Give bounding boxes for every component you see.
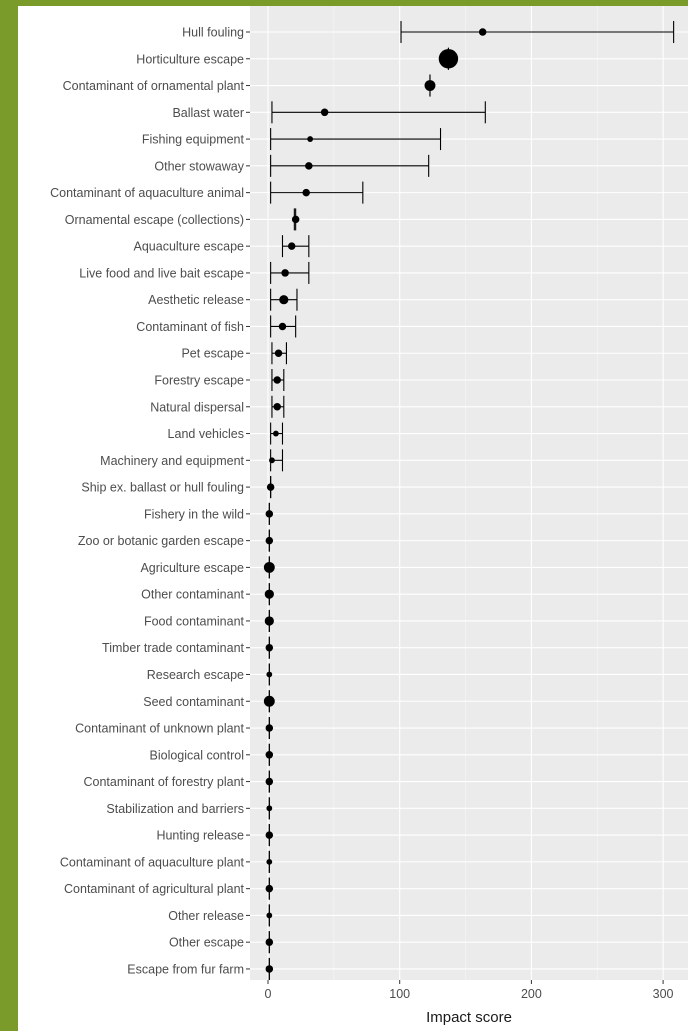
data-point	[265, 536, 274, 545]
y-tick-label: Land vehicles	[168, 427, 244, 441]
data-point	[266, 912, 273, 919]
y-tick-label: Natural dispersal	[150, 400, 244, 414]
y-tick-label: Contaminant of aquaculture animal	[50, 186, 244, 200]
y-tick-label: Pet escape	[181, 347, 244, 361]
y-tick-label: Fishing equipment	[142, 133, 245, 147]
y-tick-label: Contaminant of fish	[136, 320, 244, 334]
y-axis: Hull fouling Horticulture escape Contamina…	[50, 26, 250, 976]
y-tick-label: Contaminant of aquaculture plant	[60, 855, 245, 869]
y-tick-label: Other release	[168, 909, 244, 923]
data-point	[302, 188, 310, 197]
x-tick-label: 300	[653, 987, 674, 1001]
error-bar	[270, 181, 364, 204]
data-point	[265, 938, 274, 946]
data-point	[307, 136, 314, 142]
error-bar	[270, 261, 310, 284]
data-point	[278, 322, 287, 331]
data-points	[263, 28, 487, 973]
y-tick-label: Aesthetic release	[148, 293, 244, 307]
chart-frame: Hull fouling Horticulture escape Contamina…	[18, 6, 688, 1031]
error-bar	[281, 235, 310, 258]
error-bar	[270, 154, 430, 177]
y-tick-label: Machinery and equipment	[100, 454, 244, 468]
data-point	[265, 777, 274, 786]
y-tick-label: Other escape	[169, 936, 244, 950]
y-tick-label: Food contaminant	[144, 614, 245, 628]
plot-panel	[250, 6, 688, 980]
data-point	[266, 483, 275, 491]
data-point	[438, 49, 459, 69]
y-tick-label: Live food and live bait escape	[79, 266, 244, 280]
data-point	[265, 831, 274, 839]
y-tick-label: Hull fouling	[182, 26, 244, 40]
y-tick-label: Timber trade contaminant	[102, 641, 244, 655]
data-point	[273, 430, 279, 437]
data-point	[263, 561, 275, 573]
y-tick-label: Other stowaway	[154, 159, 244, 173]
data-point	[424, 80, 436, 91]
minor-gridlines	[333, 6, 598, 980]
y-tick-label: Fishery in the wild	[144, 507, 244, 521]
x-tick-label: 200	[521, 987, 542, 1001]
x-axis-title: Impact score	[426, 1009, 512, 1026]
y-tick-label: Agriculture escape	[140, 561, 244, 575]
data-point	[266, 858, 273, 865]
x-axis: 0 100 200 300	[265, 980, 674, 1001]
y-tick-label: Contaminant of ornamental plant	[63, 79, 245, 93]
data-point	[281, 269, 289, 277]
y-tick-label: Contaminant of forestry plant	[84, 775, 245, 789]
error-bar	[400, 21, 675, 43]
x-tick-label: 100	[389, 987, 410, 1001]
error-bar	[270, 128, 442, 151]
data-point	[265, 884, 274, 893]
y-tick-label: Ballast water	[172, 106, 244, 120]
data-point	[269, 457, 275, 464]
data-point	[320, 108, 329, 117]
error-bar	[271, 101, 486, 124]
data-point	[274, 349, 283, 357]
y-tick-label: Contaminant of unknown plant	[75, 722, 244, 736]
y-tick-label: Hunting release	[156, 829, 244, 843]
data-point	[273, 376, 281, 384]
y-tick-label: Horticulture escape	[136, 52, 244, 66]
data-point	[265, 751, 274, 759]
data-point	[265, 510, 274, 518]
y-tick-label: Research escape	[147, 668, 244, 682]
data-point	[478, 28, 487, 36]
data-point	[265, 965, 274, 973]
data-point	[287, 242, 296, 250]
data-point	[264, 616, 274, 626]
y-tick-label: Zoo or botanic garden escape	[78, 534, 244, 548]
data-point	[265, 724, 274, 732]
y-tick-label: Seed contaminant	[143, 695, 244, 709]
data-point	[263, 695, 275, 707]
y-tick-label: Biological control	[150, 748, 245, 762]
impact-score-chart: Hull fouling Horticulture escape Contamina…	[50, 6, 688, 1026]
x-tick-label: 0	[265, 987, 272, 1001]
data-point	[264, 589, 274, 599]
y-tick-label: Forestry escape	[154, 374, 244, 388]
y-tick-label: Aquaculture escape	[134, 240, 245, 254]
data-point	[291, 215, 300, 224]
y-tick-label: Stabilization and barriers	[106, 802, 244, 816]
y-tick-label: Ship ex. ballast or hull fouling	[81, 481, 244, 495]
data-point	[305, 162, 313, 170]
data-point	[279, 295, 289, 305]
y-tick-label: Escape from fur farm	[127, 962, 244, 976]
y-tick-label: Ornamental escape (collections)	[65, 213, 244, 227]
data-point	[266, 671, 273, 678]
data-point	[273, 403, 281, 411]
data-point	[265, 643, 274, 652]
y-tick-label: Contaminant of agricultural plant	[64, 882, 244, 896]
y-tick-label: Other contaminant	[141, 588, 244, 602]
data-point	[266, 805, 273, 812]
